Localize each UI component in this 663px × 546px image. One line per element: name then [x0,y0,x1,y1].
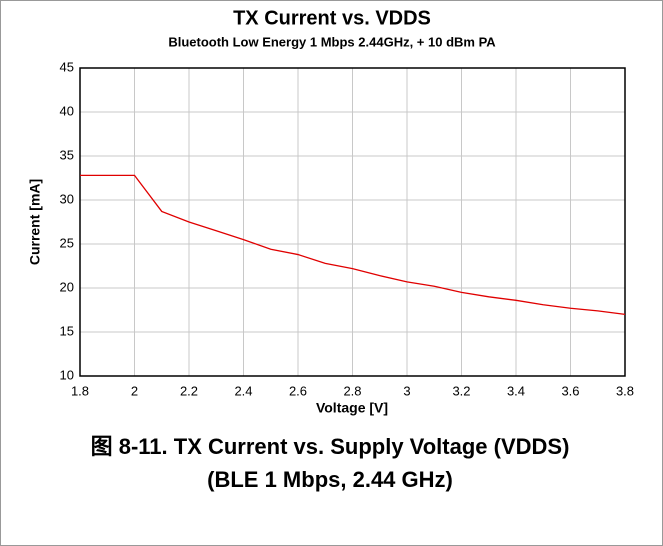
x-tick-label: 1.8 [71,383,89,398]
y-tick-label: 35 [60,147,74,162]
x-tick-label: 3 [403,383,410,398]
y-tick-label: 10 [60,367,74,382]
y-axis-label: Current [mA] [27,179,43,265]
x-tick-label: 3.4 [507,383,525,398]
y-tick-label: 15 [60,323,74,338]
x-tick-label: 2.2 [180,383,198,398]
line [80,174,626,316]
chart-title: TX Current vs. VDDS [233,7,431,29]
x-tick-label: 3.8 [616,383,634,398]
x-tick-label: 2.8 [343,383,361,398]
chart-subtitle: Bluetooth Low Energy 1 Mbps 2.44GHz, + 1… [168,34,496,49]
y-tick-label: 45 [60,59,74,74]
x-tick-label: 2 [131,383,138,398]
y-tick-label: 25 [60,235,74,250]
caption: 图 8-11. TX Current vs. Supply Voltage (V… [91,434,570,459]
x-axis-label: Voltage [V] [316,400,388,416]
caption: (BLE 1 Mbps, 2.44 GHz) [207,467,453,492]
x-tick-label: 3.6 [561,383,579,398]
y-tick-label: 20 [60,279,74,294]
y-tick-label: 30 [60,191,74,206]
x-tick-label: 2.4 [234,383,252,398]
x-tick-label: 3.2 [452,383,470,398]
y-tick-label: 40 [60,103,74,118]
x-tick-label: 2.6 [289,383,307,398]
plot-frame [79,67,626,377]
